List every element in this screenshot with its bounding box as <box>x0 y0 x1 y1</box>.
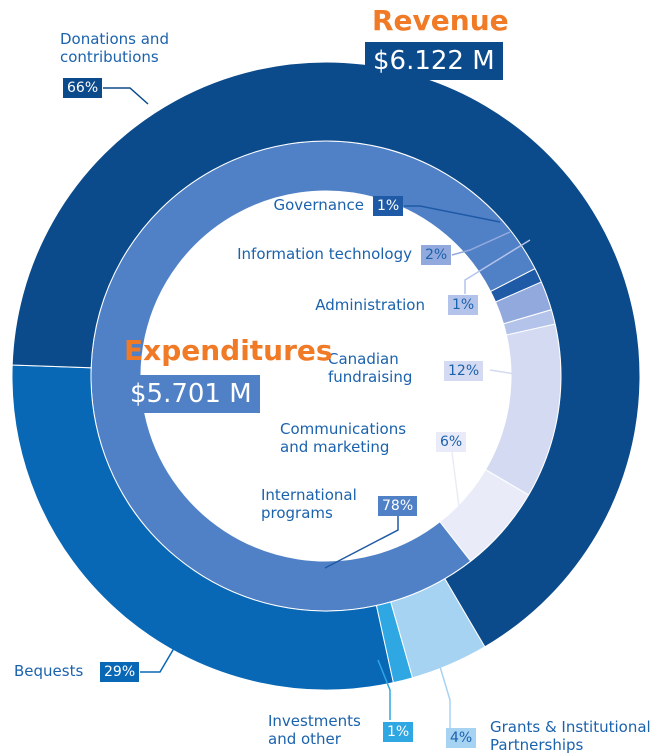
slice <box>11 61 641 648</box>
connector <box>140 637 181 673</box>
chart-subtitle: $6.122 M <box>365 42 503 80</box>
connector <box>464 239 531 294</box>
chart-title: Expenditures <box>124 334 333 367</box>
category-label: Information technology <box>237 245 412 263</box>
category-label: Donations and contributions <box>60 30 169 66</box>
value-label: 66% <box>63 78 103 98</box>
connector <box>489 369 541 379</box>
slice <box>375 601 414 684</box>
value-label: 78% <box>378 496 418 516</box>
connector <box>437 659 451 732</box>
connector <box>103 87 149 105</box>
value-label: 1% <box>448 295 479 315</box>
category-label: Canadian fundraising <box>328 350 413 386</box>
value-label: 4% <box>446 728 477 748</box>
chart-subtitle: $5.701 M <box>122 375 260 413</box>
connector <box>451 451 461 516</box>
category-label: Grants & Institutional Partnerships <box>490 718 651 754</box>
value-label: 2% <box>421 245 452 265</box>
category-label: Governance <box>273 196 365 214</box>
value-label: 29% <box>100 662 140 682</box>
connector <box>324 516 399 569</box>
slice <box>390 578 486 679</box>
category-label: Communications and marketing <box>280 420 407 456</box>
value-label: 6% <box>436 432 467 452</box>
connector <box>451 231 511 256</box>
category-label: International programs <box>261 486 357 522</box>
connector <box>377 659 391 720</box>
chart-title: Revenue <box>372 4 509 37</box>
connector <box>404 205 501 223</box>
value-label: 1% <box>373 196 404 216</box>
connectors <box>103 87 541 732</box>
value-label: 1% <box>383 722 414 742</box>
category-label: Investments and other <box>268 712 361 748</box>
value-label: 12% <box>444 361 484 381</box>
category-label: Administration <box>315 296 425 314</box>
slice <box>11 364 395 691</box>
category-label: Bequests <box>14 662 84 680</box>
